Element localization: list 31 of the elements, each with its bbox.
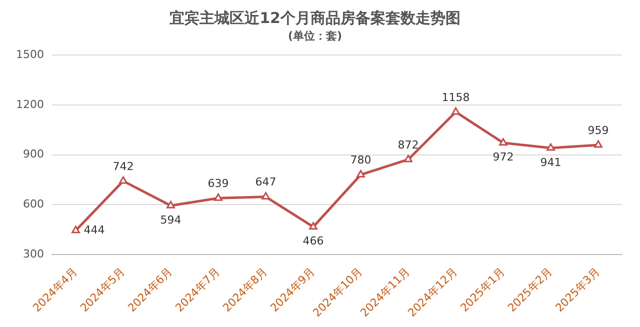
- point: [594, 140, 602, 148]
- data-label: 444: [84, 223, 105, 236]
- chart-title: 宜宾主城区近12个月商品房备案套数走势图: [170, 8, 460, 27]
- point: [546, 143, 555, 151]
- point: [356, 170, 365, 178]
- data-label: 639: [208, 177, 229, 190]
- point: [166, 200, 175, 208]
- point: [262, 192, 270, 200]
- data-label: 647: [255, 176, 276, 189]
- point: [309, 222, 318, 230]
- point: [72, 226, 80, 234]
- y-tick-label: 600: [22, 197, 44, 210]
- data-label: 466: [302, 234, 324, 248]
- point: [499, 138, 508, 146]
- point: [404, 154, 412, 162]
- data-label: 742: [112, 160, 134, 173]
- y-tick-label: 900: [22, 148, 44, 161]
- chart-subtitle: (单位：套): [288, 29, 342, 42]
- data-label: 872: [398, 138, 419, 152]
- data-label: 594: [160, 213, 182, 226]
- data-label: 1158: [442, 90, 470, 104]
- data-label: 941: [540, 156, 562, 169]
- y-tick-label: 1200: [16, 98, 44, 111]
- y-tick-label: 300: [22, 247, 44, 260]
- point: [214, 193, 222, 201]
- data-label: 780: [350, 154, 372, 167]
- data-label: 972: [492, 150, 514, 164]
- point: [119, 176, 128, 184]
- point: [452, 107, 460, 115]
- y-tick-label: 1500: [16, 48, 44, 62]
- data-label: 959: [588, 124, 609, 137]
